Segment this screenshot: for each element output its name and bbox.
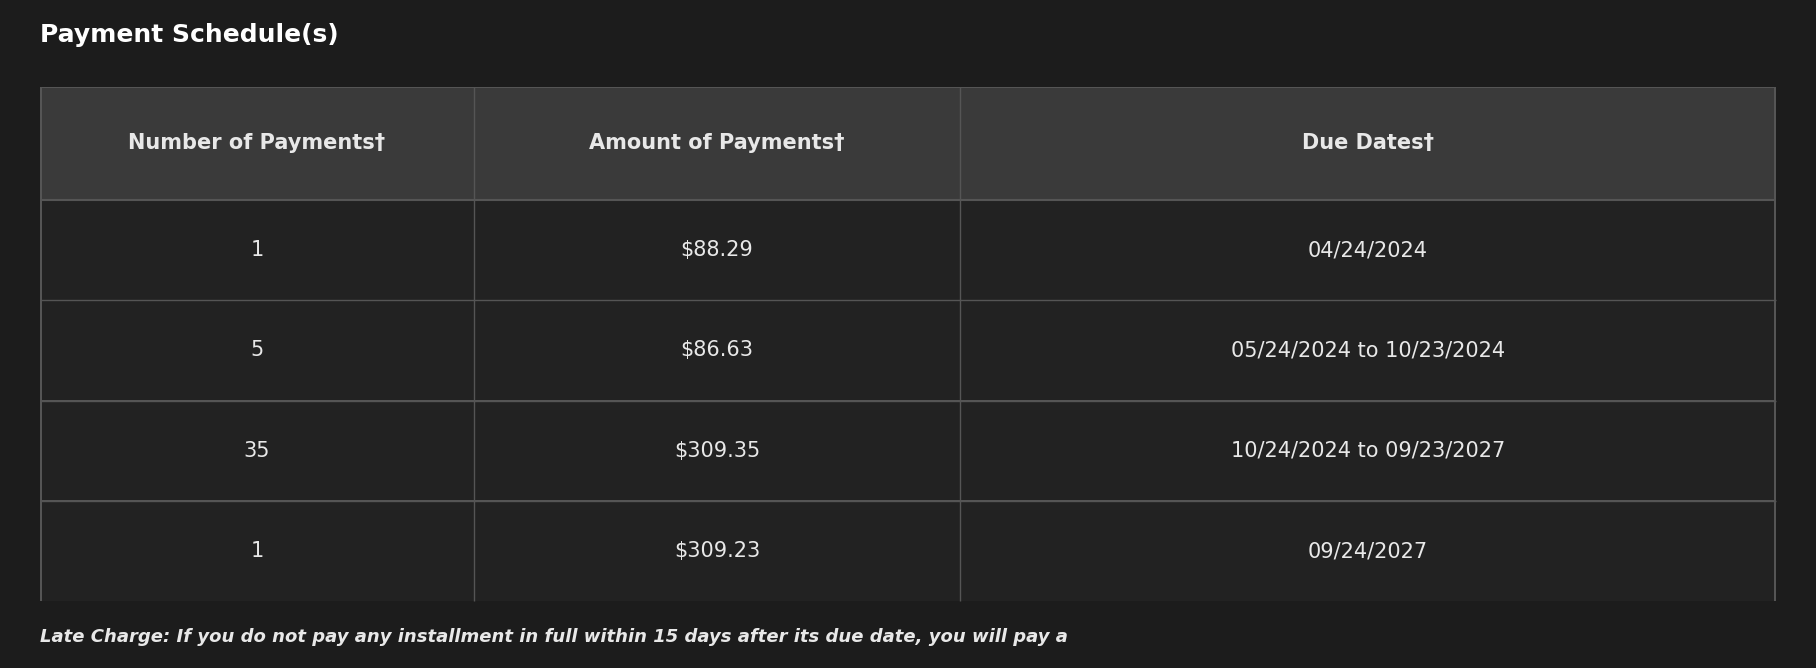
Text: 1: 1 [251,240,263,260]
Text: Late Charge: If you do not pay any installment in full within 15 days after its : Late Charge: If you do not pay any insta… [40,628,1068,646]
Text: Amount of Payments†: Amount of Payments† [588,134,844,154]
Text: 05/24/2024 to 10/23/2024: 05/24/2024 to 10/23/2024 [1231,341,1505,361]
Text: 35: 35 [243,441,271,461]
Text: $86.63: $86.63 [681,341,754,361]
Text: Due Dates†: Due Dates† [1302,134,1435,154]
Bar [40,87,1776,601]
Bar [42,301,1774,400]
Text: Payment Schedule(s): Payment Schedule(s) [40,23,338,47]
Text: Number of Payments†: Number of Payments† [129,134,385,154]
Text: 10/24/2024 to 09/23/2027: 10/24/2024 to 09/23/2027 [1231,441,1505,461]
Bar [42,401,1774,500]
Bar [42,200,1774,300]
Text: 04/24/2024: 04/24/2024 [1308,240,1427,260]
Text: $88.29: $88.29 [681,240,754,260]
Text: 09/24/2027: 09/24/2027 [1308,541,1427,561]
Text: 5: 5 [251,341,263,361]
Bar [42,88,1774,200]
Text: $309.23: $309.23 [674,541,761,561]
Text: $309.35: $309.35 [674,441,761,461]
Text: 1: 1 [251,541,263,561]
Bar [42,501,1774,601]
